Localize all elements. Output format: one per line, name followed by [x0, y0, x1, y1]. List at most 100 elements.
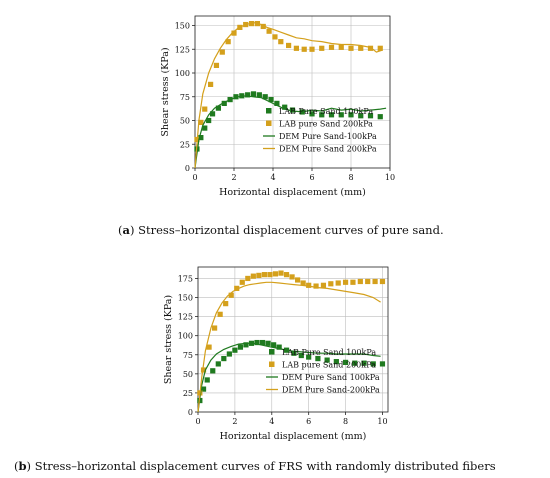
data-point-marker — [271, 342, 277, 348]
x-tick-label: 0 — [192, 173, 197, 182]
data-point-marker — [237, 344, 244, 350]
x-tick-label: 8 — [343, 417, 348, 426]
series-3 — [197, 342, 381, 413]
data-point-marker — [298, 352, 304, 359]
data-point-marker — [210, 368, 216, 374]
legend-entry-label: DEM Pure Sand-100kPa — [279, 132, 377, 141]
data-point-marker — [348, 45, 354, 51]
series-line — [197, 281, 381, 413]
data-point-marker — [202, 125, 208, 131]
data-point-marker — [208, 81, 214, 87]
caption-b: (b) Stress–horizontal displacement curve… — [14, 459, 496, 473]
caption-a-letter: a — [122, 223, 130, 237]
data-point-marker — [254, 339, 260, 346]
data-point-marker — [361, 360, 367, 366]
data-point-marker — [352, 360, 358, 366]
legend-entry-label: DEM Pure Sand-200kPa — [282, 386, 380, 395]
data-point-marker — [291, 350, 297, 356]
data-point-marker — [324, 357, 330, 363]
data-point-marker — [250, 91, 257, 97]
data-point-marker — [221, 100, 227, 106]
x-tick-label: 10 — [377, 417, 387, 426]
caption-b-letter: b — [18, 459, 27, 473]
legend-entry-label: DEM Pure Sand 200kPa — [279, 145, 377, 154]
x-tick-label: 2 — [231, 173, 236, 182]
series-line — [194, 22, 383, 169]
x-tick-label: 6 — [309, 173, 314, 182]
data-point-marker — [234, 285, 240, 291]
x-tick-label: 0 — [195, 417, 200, 426]
y-tick-label: 150 — [178, 294, 193, 303]
data-point-marker — [266, 28, 272, 34]
data-point-marker — [300, 280, 306, 286]
y-tick-label: 75 — [180, 93, 190, 102]
data-point-marker — [267, 272, 273, 278]
y-tick-label: 125 — [178, 313, 193, 322]
data-point-marker — [272, 271, 279, 277]
y-tick-label: 100 — [175, 69, 190, 78]
caption-b-text: Stress–horizontal displacement curves of… — [31, 459, 496, 473]
y-tick-label: 25 — [183, 389, 193, 398]
y-tick-label: 25 — [180, 140, 190, 149]
data-point-marker — [278, 39, 284, 45]
data-point-marker — [232, 347, 238, 353]
data-point-marker — [223, 301, 229, 307]
x-tick-label: 8 — [348, 173, 353, 182]
data-point-marker — [335, 280, 341, 286]
data-point-marker — [239, 279, 245, 285]
plot-frame — [194, 15, 391, 169]
data-point-marker — [328, 44, 335, 50]
caption-a-text: Stress–horizontal displacement curves of… — [134, 223, 444, 237]
data-point-marker — [212, 325, 218, 331]
y-tick-label: 0 — [188, 408, 193, 417]
y-tick-label: 0 — [185, 164, 190, 173]
caption-a: (a) Stress–horizontal displacement curve… — [118, 223, 444, 237]
x-tick-label: 2 — [232, 417, 237, 426]
series-4 — [197, 281, 381, 413]
data-point-marker — [309, 46, 315, 52]
data-point-marker — [282, 104, 288, 110]
y-tick-label: 125 — [175, 45, 190, 54]
data-point-marker — [256, 92, 262, 98]
data-point-marker — [286, 42, 292, 49]
legend-marker-swatch — [266, 120, 272, 126]
data-point-marker — [372, 278, 378, 285]
data-point-marker — [313, 283, 319, 289]
data-point-marker — [259, 339, 266, 346]
data-point-marker — [206, 117, 212, 124]
data-point-marker — [206, 344, 212, 350]
series-line — [197, 342, 381, 413]
data-point-marker — [306, 354, 312, 360]
data-point-marker — [243, 342, 249, 348]
y-axis-label: Shear stress (KPa) — [160, 47, 171, 136]
data-point-marker — [268, 97, 274, 103]
x-axis-label: Horizontal displacement (mm) — [219, 187, 366, 198]
data-point-marker — [342, 359, 349, 365]
data-point-marker — [256, 272, 262, 278]
data-point-marker — [245, 92, 251, 98]
legend: LAB Pure Sand 100kPa LAB pure Sand 200kPa… — [263, 107, 377, 154]
data-point-marker — [367, 113, 374, 119]
data-point-marker — [226, 351, 232, 357]
legend-marker-swatch — [266, 108, 272, 114]
series-3 — [194, 95, 387, 169]
data-point-marker — [328, 112, 335, 118]
data-point-marker — [379, 278, 386, 285]
data-point-marker — [306, 282, 312, 288]
legend-entry-label: DEM Pure Sand 100kPa — [282, 373, 380, 382]
data-point-marker — [278, 270, 284, 276]
legend: LAB Pure Sand 100kPa LAB pure Sand 200kPa… — [266, 348, 380, 395]
data-point-marker — [198, 119, 204, 125]
y-tick-label: 150 — [175, 22, 190, 31]
y-tick-label: 50 — [180, 117, 190, 126]
data-point-marker — [276, 344, 282, 350]
data-point-marker — [309, 111, 315, 117]
y-axis-label: Shear stress (KPa) — [163, 295, 174, 384]
data-point-marker — [274, 100, 280, 106]
data-point-marker — [377, 114, 383, 120]
y-tick-label: 100 — [178, 332, 193, 341]
data-point-marker — [358, 113, 364, 119]
data-point-marker — [225, 39, 231, 45]
x-tick-label: 4 — [270, 173, 275, 182]
